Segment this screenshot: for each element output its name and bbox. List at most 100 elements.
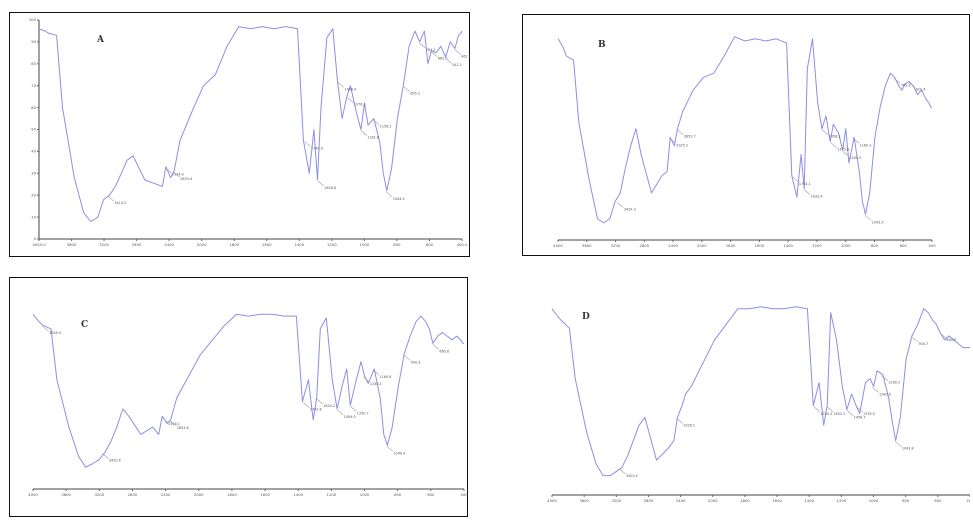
peak-label: 2924.0 xyxy=(172,173,184,177)
peak-marker xyxy=(677,129,684,135)
x-tick-label: 800 xyxy=(871,243,879,248)
peak-label: 3420.4 xyxy=(626,474,638,478)
x-tick-label: 1200 xyxy=(327,242,337,247)
panel-frame xyxy=(522,14,970,256)
x-tick-label: 600 xyxy=(934,498,942,503)
x-tick-label: 2800 xyxy=(132,242,142,247)
peak-marker xyxy=(454,49,461,55)
peak-marker xyxy=(617,202,624,208)
peak-marker xyxy=(911,336,919,343)
spectrum-panel-b: 4000 3600 3200 2800 2400 2000 1800 1600 1400 1200… xyxy=(522,14,970,256)
x-tick-label: 800 xyxy=(394,492,402,497)
peak-marker xyxy=(826,406,834,412)
peak-marker xyxy=(865,215,872,221)
peak-marker xyxy=(304,141,311,147)
peak-label: 1632.4 xyxy=(811,195,823,199)
x-tick-label: 1400 xyxy=(294,242,304,247)
peak-marker xyxy=(102,453,109,459)
peak-marker xyxy=(431,51,438,57)
peak-label: 2852.7 xyxy=(684,135,696,139)
x-tick-label: 3200 xyxy=(94,492,104,497)
peak-marker xyxy=(939,332,947,339)
x-tick-label: 2800 xyxy=(128,492,138,497)
peak-marker xyxy=(908,82,916,88)
peak-label: 1628.8 xyxy=(324,186,336,190)
x-tick-label: 4000.0 xyxy=(32,242,46,247)
x-tick-label: 2400 xyxy=(668,243,678,248)
peak-marker xyxy=(316,398,323,405)
peak-label: 1378.0 xyxy=(863,412,875,416)
y-tick-label: 0 xyxy=(34,236,37,241)
peak-label: 1240.9 xyxy=(879,392,891,396)
spectrum-line xyxy=(551,306,970,477)
chart-b: 4000 3600 3200 2800 2400 2000 1800 1600 1400 1200… xyxy=(522,14,970,256)
peak-marker xyxy=(852,138,860,144)
x-tick-label: 1800 xyxy=(229,242,239,247)
y-tick-label: 30 xyxy=(31,171,36,176)
peak-label: 1459.0 xyxy=(344,415,356,419)
x-tick-label: 1200 xyxy=(812,243,822,248)
peak-label: 3420.6 xyxy=(109,459,121,463)
peak-label: 660.8 xyxy=(439,349,449,353)
peak-marker xyxy=(813,406,821,412)
x-tick-label: 1000 xyxy=(360,242,370,247)
peak-label: 1240.1 xyxy=(370,382,382,386)
peak-label: 2925.2 xyxy=(676,143,688,147)
peak-marker xyxy=(893,78,901,84)
peak-label: 541.2 xyxy=(452,63,462,67)
x-tick-label: 400 xyxy=(966,498,970,503)
x-tick-label: 4000 xyxy=(547,498,557,503)
peak-label: 1350.7 xyxy=(357,411,369,415)
peak-label: 1740.4 xyxy=(311,146,323,150)
peak-marker xyxy=(846,410,854,416)
peak-marker xyxy=(669,138,676,144)
peak-label: 1044.4 xyxy=(393,451,405,455)
x-tick-label: 400 xyxy=(460,492,468,497)
peak-label: 3429.3 xyxy=(624,207,636,211)
x-tick-label: 1600 xyxy=(772,498,782,503)
peak-label: 660.5 xyxy=(946,338,956,342)
peak-label: 1375.8 xyxy=(837,148,849,152)
x-tick-label: 1400 xyxy=(804,498,814,503)
peak-label: 895.2 xyxy=(410,92,420,96)
x-tick-label: 2000 xyxy=(708,498,718,503)
peak-label: 900.3 xyxy=(411,360,421,364)
spectrum-line xyxy=(32,313,464,468)
peak-label: 1632.1 xyxy=(833,412,845,416)
peak-marker xyxy=(372,119,380,125)
x-tick-label: 4000 xyxy=(553,243,563,248)
peak-marker xyxy=(107,195,115,202)
x-tick-label: 1800 xyxy=(227,492,237,497)
x-tick-label: 2400 xyxy=(164,242,174,247)
peak-marker xyxy=(792,176,799,183)
peak-label: 1160.2 xyxy=(888,381,900,385)
y-tick-label: 90 xyxy=(31,39,36,44)
x-tick-label: 1800 xyxy=(726,243,736,248)
peak-label: 1043.8 xyxy=(902,447,914,451)
panel-frame xyxy=(9,12,470,257)
peak-label: 1160.6 xyxy=(380,375,392,379)
x-tick-label: 3600 xyxy=(61,492,71,497)
x-tick-label: 1800 xyxy=(740,498,750,503)
peak-marker xyxy=(856,406,863,412)
x-tick-label: 2800 xyxy=(644,498,654,503)
x-tick-label: 3200 xyxy=(99,242,109,247)
chart-d: 4000 3600 3200 2800 2400 2000 1800 1600 1400 1200… xyxy=(547,306,973,503)
peak-label: 662.0 xyxy=(438,57,448,61)
chart-c: 4000 3600 3200 2800 2400 2000 1800 1600 1400 1200… xyxy=(9,277,468,517)
peak-label: 764.2 xyxy=(426,48,436,52)
peak-marker xyxy=(619,468,626,475)
x-tick-label: 1000 xyxy=(869,498,879,503)
x-tick-label: 3600 xyxy=(582,243,592,248)
x-tick-label: 2400 xyxy=(161,492,171,497)
y-tick-label: 10 xyxy=(31,214,36,219)
x-tick-label: 1400 xyxy=(783,243,793,248)
peak-label: 1630.2 xyxy=(323,404,335,408)
chart-a: 4000.0 3600 3200 2800 2400 2000 1800 1600 1400 12… xyxy=(9,12,471,257)
x-tick-label: 3600 xyxy=(579,498,589,503)
peak-marker xyxy=(337,82,345,88)
peak-label: 1744.1 xyxy=(799,182,811,186)
peak-marker xyxy=(403,355,411,361)
spectrum-panel-a: 4000.0 3600 3200 2800 2400 2000 1800 1600 1400 12… xyxy=(9,12,471,257)
peak-label: 620.4 xyxy=(916,88,926,92)
